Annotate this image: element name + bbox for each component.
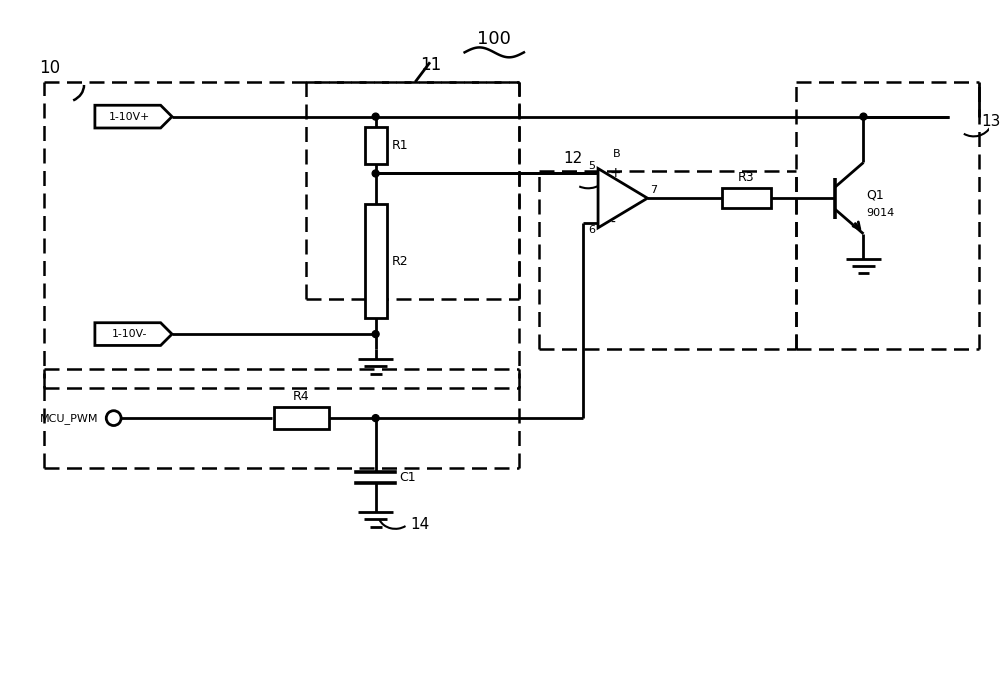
Text: +: +: [610, 166, 622, 181]
Text: 5: 5: [588, 161, 595, 172]
Polygon shape: [95, 105, 172, 128]
Text: 1-10V+: 1-10V+: [109, 111, 150, 122]
Text: 10: 10: [40, 59, 61, 77]
Circle shape: [372, 170, 379, 177]
Text: -: -: [610, 216, 615, 230]
Text: 13: 13: [982, 114, 1000, 129]
Text: 9014: 9014: [866, 208, 895, 218]
Text: 11: 11: [420, 56, 441, 74]
Circle shape: [372, 415, 379, 421]
Text: 14: 14: [410, 517, 429, 532]
Text: 12: 12: [563, 151, 583, 166]
Bar: [365, 127, 387, 163]
Polygon shape: [95, 323, 172, 345]
Text: R2: R2: [391, 254, 408, 267]
Text: R4: R4: [293, 391, 310, 404]
Text: 7: 7: [650, 185, 658, 195]
Text: R3: R3: [738, 171, 755, 184]
Circle shape: [372, 113, 379, 120]
Text: 100: 100: [477, 29, 511, 48]
Text: R1: R1: [391, 139, 408, 152]
Text: MCU_PWM: MCU_PWM: [40, 412, 99, 423]
Bar: [274, 407, 329, 429]
Bar: [365, 204, 387, 318]
Bar: [722, 188, 771, 208]
Polygon shape: [598, 168, 647, 228]
Text: Q1: Q1: [866, 189, 884, 202]
Circle shape: [372, 330, 379, 337]
Text: C1: C1: [399, 471, 416, 484]
Circle shape: [860, 113, 867, 120]
Text: B: B: [613, 148, 621, 159]
Text: 6: 6: [588, 225, 595, 235]
Text: 1-10V-: 1-10V-: [112, 329, 147, 339]
